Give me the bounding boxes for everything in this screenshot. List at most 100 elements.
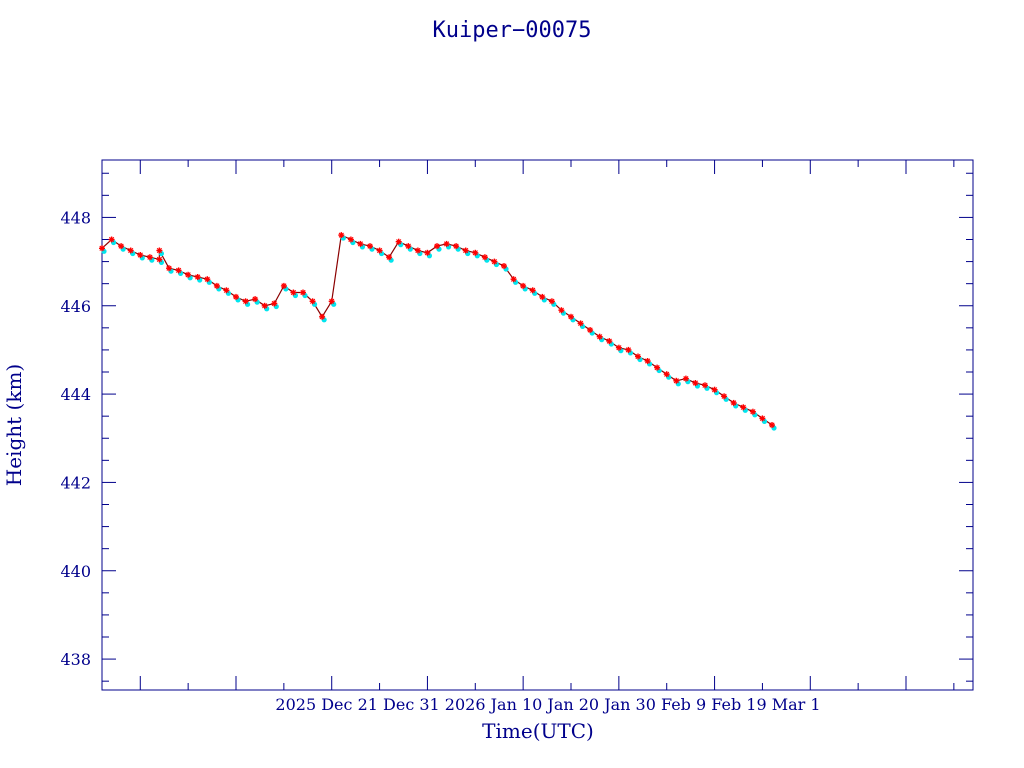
- data-point-stroke: [338, 232, 344, 238]
- data-point-stroke: [463, 247, 469, 254]
- y-tick-labels: 438 440 442 444 446 448: [60, 208, 91, 669]
- data-point-stroke: [415, 247, 421, 254]
- data-point: [434, 243, 440, 250]
- data-point-secondary: [187, 275, 193, 281]
- data-point-secondary: [359, 244, 366, 250]
- data-point-stroke: [510, 276, 517, 282]
- data-point-secondary: [771, 425, 777, 431]
- data-point-stroke: [309, 298, 316, 304]
- data-point-stroke: [348, 236, 354, 243]
- data-point: [300, 289, 306, 296]
- data-point-stroke: [530, 287, 536, 293]
- data-point-secondary: [733, 403, 739, 409]
- data-point: [520, 282, 527, 289]
- data-point: [156, 247, 163, 254]
- data-point: [472, 249, 479, 256]
- data-point-secondary: [120, 246, 126, 252]
- data-point: [319, 313, 326, 320]
- data-point-stroke: [759, 415, 766, 422]
- height-series-markers: [99, 232, 777, 431]
- data-point: [175, 267, 182, 274]
- data-point-stroke: [577, 320, 584, 327]
- data-point-secondary: [292, 292, 299, 299]
- data-point: [386, 254, 393, 261]
- data-point-stroke: [156, 256, 163, 263]
- data-point-stroke: [750, 409, 756, 415]
- x-axis-label: Time(UTC): [482, 719, 594, 743]
- data-point-secondary: [369, 246, 375, 252]
- axis-ticks: [102, 160, 973, 690]
- data-point-stroke: [233, 294, 239, 300]
- data-point-secondary: [302, 292, 308, 299]
- data-point-stroke: [664, 371, 670, 377]
- data-point: [261, 302, 268, 309]
- data-point-secondary: [522, 286, 528, 292]
- data-point-stroke: [472, 250, 478, 256]
- data-point: [347, 236, 354, 243]
- data-point: [769, 422, 775, 428]
- data-point: [185, 271, 192, 278]
- data-point-stroke: [357, 241, 364, 247]
- data-point: [118, 243, 125, 250]
- chart-title: Kuiper−00075: [433, 18, 592, 43]
- data-point-stroke: [166, 265, 172, 271]
- data-point-stroke: [147, 254, 153, 260]
- data-point-stroke: [606, 338, 612, 344]
- data-point-stroke: [262, 303, 268, 309]
- data-point-stroke: [482, 254, 488, 260]
- data-point-secondary: [656, 367, 662, 374]
- data-point: [615, 344, 622, 351]
- y-tick-label: 446: [60, 297, 91, 316]
- data-point-stroke: [137, 252, 143, 258]
- data-point: [357, 240, 364, 247]
- data-point-stroke: [520, 283, 526, 289]
- data-point-secondary: [666, 374, 672, 380]
- data-point-stroke: [673, 378, 679, 384]
- data-point-stroke: [376, 247, 383, 254]
- data-point-secondary: [761, 418, 768, 424]
- data-point-stroke: [654, 364, 660, 371]
- data-point-secondary: [331, 301, 337, 307]
- height-series-line: [101, 234, 773, 426]
- data-point-stroke: [396, 239, 402, 245]
- data-point: [108, 236, 115, 243]
- y-tick-label: 440: [60, 562, 91, 581]
- data-point-stroke: [128, 247, 134, 254]
- data-point-stroke: [491, 258, 498, 265]
- data-point: [730, 399, 737, 406]
- data-point: [127, 247, 134, 254]
- data-point: [453, 243, 460, 250]
- data-point-secondary: [426, 253, 433, 259]
- data-point: [663, 371, 670, 378]
- data-point-stroke: [175, 267, 182, 274]
- data-point: [166, 265, 172, 272]
- data-point-stroke: [625, 347, 632, 353]
- data-point-secondary: [130, 250, 136, 257]
- data-point-secondary: [589, 330, 595, 336]
- data-point: [539, 293, 546, 300]
- data-point-stroke: [587, 327, 593, 333]
- data-point-stroke: [281, 283, 287, 289]
- data-point-secondary: [493, 261, 500, 268]
- data-point: [290, 289, 297, 296]
- data-point-secondary: [465, 250, 471, 257]
- data-point: [204, 276, 211, 283]
- data-point-stroke: [386, 254, 392, 260]
- y-tick-label: 444: [60, 385, 91, 404]
- data-point: [280, 282, 287, 289]
- data-point: [491, 258, 498, 265]
- data-point: [692, 380, 699, 386]
- data-point-stroke: [644, 358, 651, 364]
- data-point-stroke: [204, 276, 210, 282]
- data-point-secondary: [560, 310, 567, 316]
- data-point: [759, 415, 766, 422]
- data-point-stroke: [568, 314, 574, 320]
- data-point-stroke: [549, 298, 555, 304]
- data-point: [702, 382, 708, 389]
- data-point-stroke: [108, 236, 115, 243]
- data-point-stroke: [195, 274, 201, 280]
- data-point-secondary: [264, 306, 270, 312]
- y-tick-label: 438: [60, 650, 91, 669]
- data-point-secondary: [158, 250, 165, 257]
- data-point: [721, 393, 728, 400]
